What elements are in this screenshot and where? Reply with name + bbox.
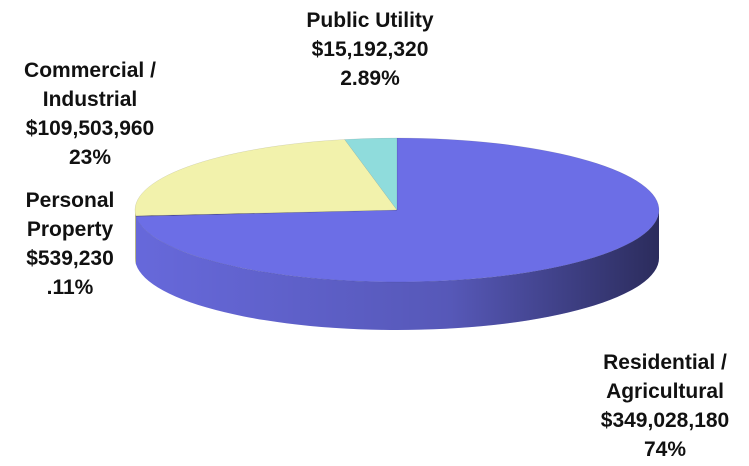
- percent-label: 74%: [643, 438, 687, 461]
- percent-label: 2.89%: [340, 67, 400, 90]
- slice: [135, 137, 660, 283]
- label-0: Residential / Agricultural $349,028,180 …: [565, 348, 749, 464]
- value-label: $349,028,180: [600, 409, 730, 432]
- percent-label: .11%: [46, 276, 94, 299]
- category-label: Personal Property: [25, 189, 115, 241]
- slice: [344, 137, 398, 211]
- category-label: Public Utility: [306, 9, 434, 32]
- value-label: $15,192,320: [311, 38, 429, 61]
- label-2: Commercial / Industrial $109,503,960 23%: [5, 56, 175, 172]
- percent-label: 23%: [68, 146, 112, 169]
- value-label: $539,230: [26, 247, 114, 270]
- label-1: Personal Property $539,230 .11%: [0, 186, 140, 302]
- slice-side-shade: [136, 210, 660, 331]
- category-label: Residential / Agricultural: [603, 351, 727, 403]
- category-label: Commercial / Industrial: [24, 59, 156, 111]
- value-label: $109,503,960: [25, 117, 155, 140]
- label-3: Public Utility $15,192,320 2.89%: [270, 6, 470, 93]
- slice-side-shade: [135, 210, 136, 264]
- slice: [134, 139, 398, 217]
